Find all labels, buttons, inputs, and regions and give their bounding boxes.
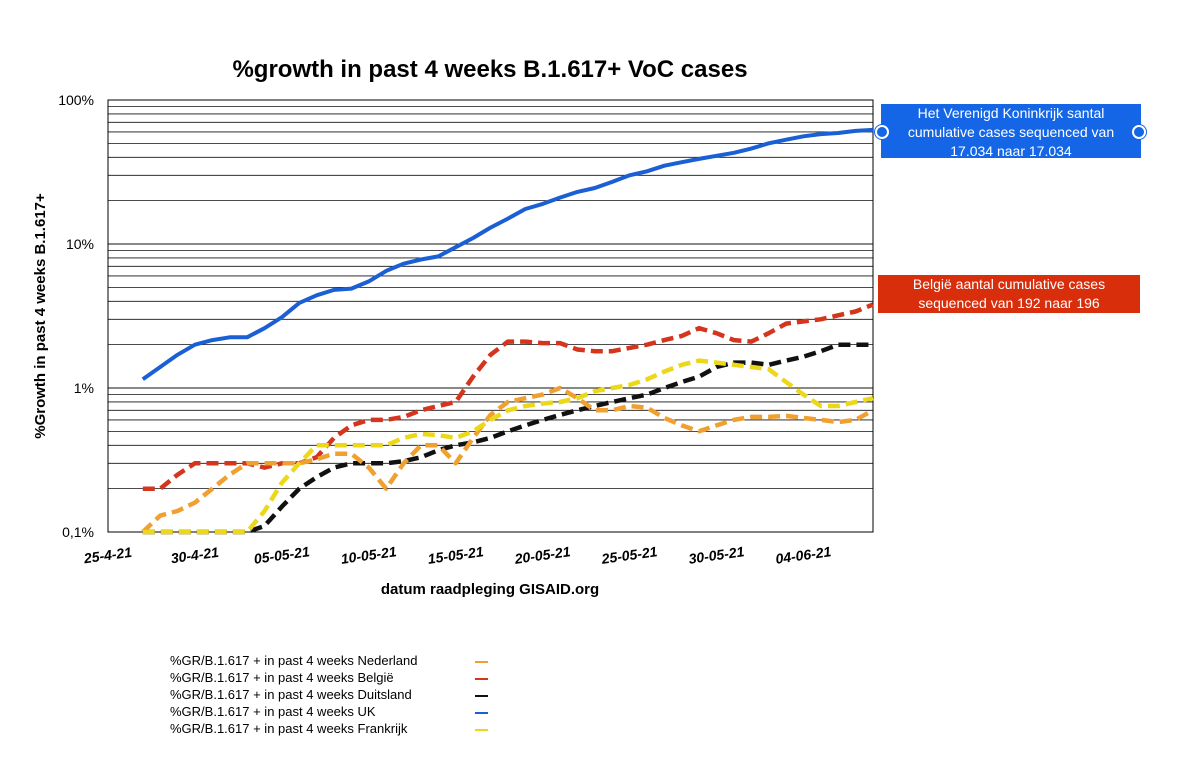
legend-label-uk: %GR/B.1.617 + in past 4 weeks UK	[170, 704, 376, 719]
y-tick-label: 10%	[66, 236, 94, 252]
x-tick-label: 30-05-21	[688, 543, 746, 567]
chart-title: %growth in past 4 weeks B.1.617+ VoC cas…	[232, 56, 747, 83]
grid-lines	[108, 99, 873, 533]
x-tick-label: 15-05-21	[427, 543, 485, 567]
x-tick-label: 05-05-21	[253, 543, 311, 567]
callout-resize-handle-right[interactable]	[1132, 125, 1146, 139]
series-line-be	[142, 302, 874, 491]
x-tick-label: 20-05-21	[513, 543, 572, 567]
callout-uk[interactable]: Het Verenigd Koninkrijk santal cumulativ…	[881, 104, 1141, 159]
callout-uk-line-1: Het Verenigd Koninkrijk santal	[917, 105, 1105, 121]
legend-label-nl: %GR/B.1.617 + in past 4 weeks Nederland	[170, 653, 418, 668]
x-axis-ticks: 25-4-21 30-4-21 05-05-21 10-05-21 15-05-21 20…	[82, 543, 833, 567]
callout-belgium[interactable]: België aantal cumulative cases sequenced…	[878, 275, 1140, 313]
series-line-fr	[142, 358, 874, 535]
series-line-nl	[141, 385, 875, 534]
y-tick-label: 0,1%	[62, 524, 94, 540]
y-axis-ticks: 0,1% 1% 10% 100%	[58, 92, 94, 540]
legend-label-be: %GR/B.1.617 + in past 4 weeks België	[170, 670, 394, 685]
series-line-de	[142, 342, 873, 535]
legend-label-de: %GR/B.1.617 + in past 4 weeks Duitsland	[170, 687, 412, 702]
callout-resize-handle-left[interactable]	[875, 125, 889, 139]
callout-uk-line-2: cumulative cases sequenced van	[907, 124, 1115, 140]
x-tick-label: 25-05-21	[600, 543, 659, 567]
y-tick-label: 1%	[74, 380, 94, 396]
x-tick-label: 10-05-21	[340, 543, 398, 567]
series-lines	[141, 127, 875, 535]
legend-label-fr: %GR/B.1.617 + in past 4 weeks Frankrijk	[170, 721, 408, 736]
x-tick-label: 25-4-21	[82, 544, 133, 567]
callout-uk-line-3: 17.034 naar 17.034	[950, 143, 1072, 159]
callout-be-line-2: sequenced van 192 naar 196	[918, 295, 1100, 311]
plot-frame	[107, 99, 874, 533]
series-line-uk	[141, 127, 874, 381]
callout-be-line-1: België aantal cumulative cases	[912, 276, 1106, 292]
x-axis-title: datum raadpleging GISAID.org	[381, 581, 599, 598]
x-tick-label: 04-06-21	[774, 543, 832, 567]
legend: %GR/B.1.617 + in past 4 weeks Nederland …	[170, 653, 488, 736]
y-axis-title: %Growth in past 4 weeks B.1.617+	[32, 193, 49, 439]
x-tick-label: 30-4-21	[170, 544, 220, 567]
y-tick-label: 100%	[58, 92, 94, 108]
